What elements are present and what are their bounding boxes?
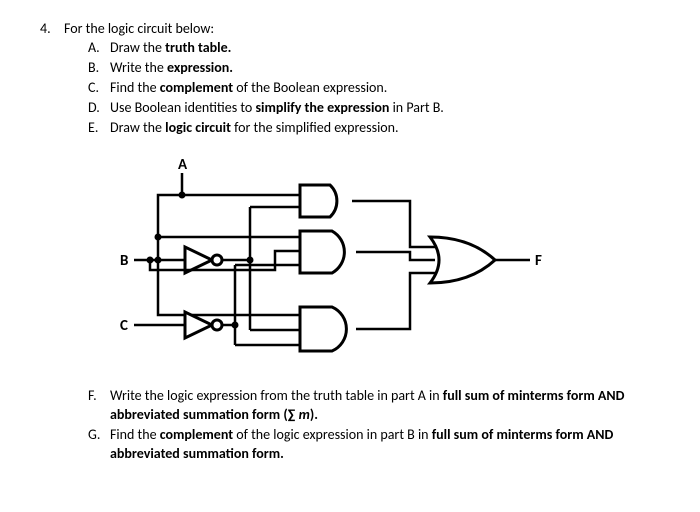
sub-text: Draw the logic circuit for the simplifie… <box>110 119 399 138</box>
sub-text: Use Boolean identities to simplify the e… <box>110 99 444 118</box>
sub-item-list-bottom: F. Write the logic expression from the t… <box>88 387 660 464</box>
sub-letter: A. <box>88 39 110 58</box>
output-label-f: F <box>535 252 542 270</box>
sub-item: F. Write the logic expression from the t… <box>88 387 660 425</box>
sub-text: Write the expression. <box>110 59 233 78</box>
sub-item-list-top: A. Draw the truth table. B. Write the ex… <box>88 39 660 137</box>
input-label-b: B <box>120 252 128 270</box>
question-header: 4. For the logic circuit below: <box>40 20 660 37</box>
sub-item: B. Write the expression. <box>88 59 660 78</box>
sub-item: C. Find the complement of the Boolean ex… <box>88 79 660 98</box>
logic-circuit-diagram: A B C F <box>110 155 660 369</box>
sub-item: E. Draw the logic circuit for the simpli… <box>88 119 660 138</box>
input-label-c: C <box>120 317 128 335</box>
sub-letter: E. <box>88 119 110 138</box>
sub-letter: C. <box>88 79 110 98</box>
sub-item: A. Draw the truth table. <box>88 39 660 58</box>
sub-text: Find the complement of the Boolean expre… <box>110 79 387 98</box>
input-label-a: A <box>178 156 188 174</box>
question-number: 4. <box>40 20 64 37</box>
sub-text: Find the complement of the logic express… <box>110 426 660 464</box>
sub-text: Draw the truth table. <box>110 39 231 58</box>
sub-item: D. Use Boolean identities to simplify th… <box>88 99 660 118</box>
sub-item: G. Find the complement of the logic expr… <box>88 426 660 464</box>
sub-letter: F. <box>88 387 110 425</box>
sub-text: Write the logic expression from the trut… <box>110 387 660 425</box>
sub-letter: D. <box>88 99 110 118</box>
sub-letter: B. <box>88 59 110 78</box>
sub-letter: G. <box>88 426 110 464</box>
question-stem: For the logic circuit below: <box>64 20 214 37</box>
